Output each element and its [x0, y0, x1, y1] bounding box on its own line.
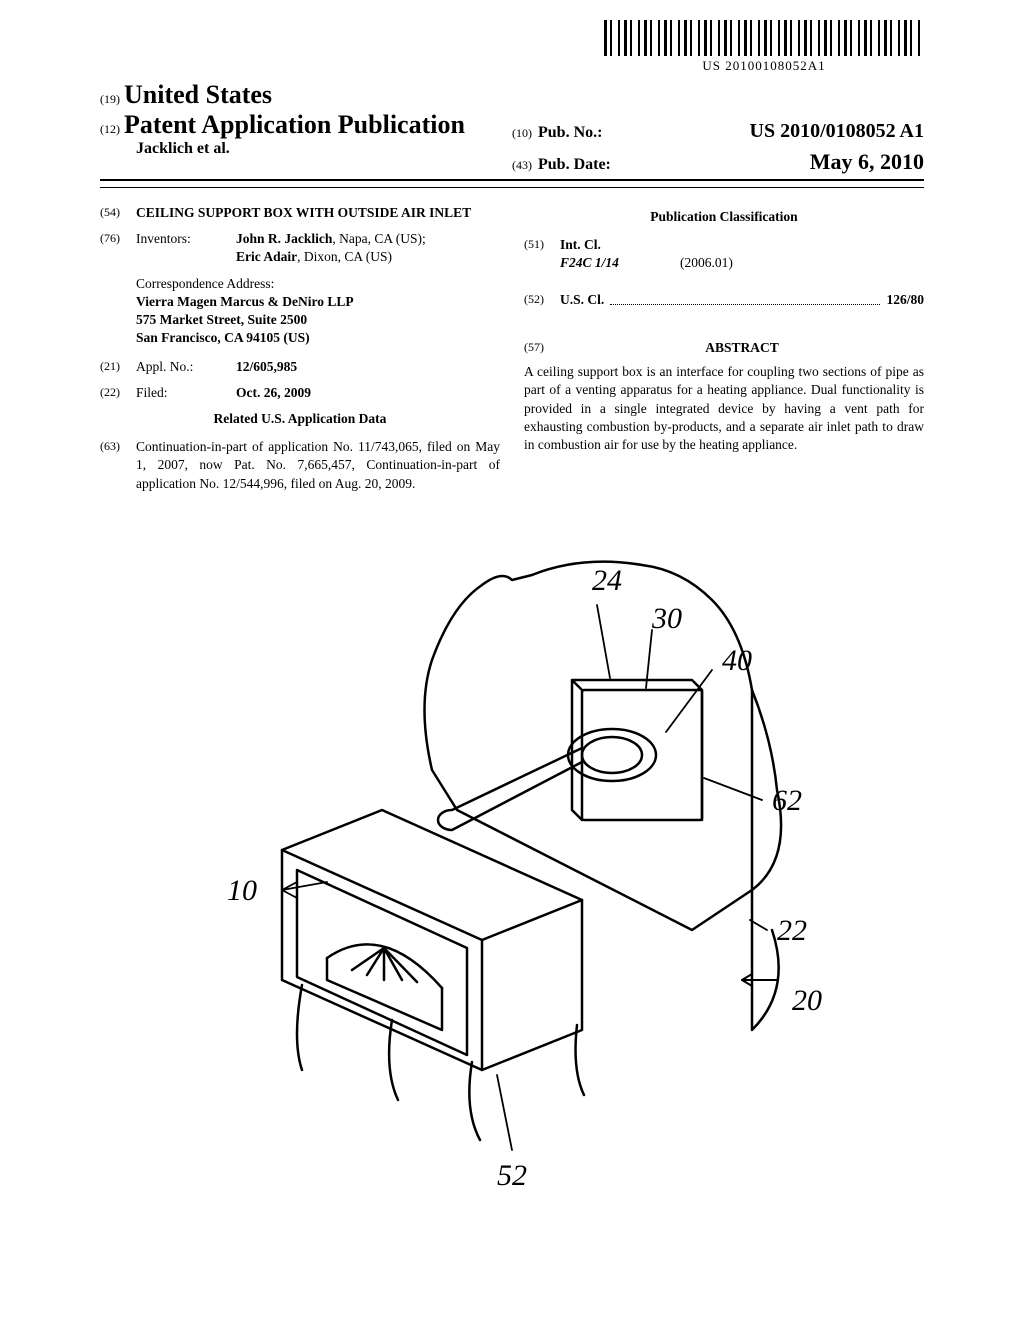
related-heading: Related U.S. Application Data [100, 410, 500, 428]
correspondence-block: Correspondence Address: Vierra Magen Mar… [136, 275, 500, 348]
inventors-value: John R. Jacklich, Napa, CA (US); Eric Ad… [236, 230, 426, 266]
intcl-label: Int. Cl. [560, 236, 924, 254]
corr-line3: San Francisco, CA 94105 (US) [136, 329, 500, 347]
inventors-code: (76) [100, 230, 136, 266]
inventors-label: Inventors: [136, 230, 236, 266]
invention-title: CEILING SUPPORT BOX WITH OUTSIDE AIR INL… [136, 204, 471, 222]
figure-svg: 24 30 40 62 22 20 10 52 [152, 510, 872, 1230]
abstract-text: A ceiling support box is an interface fo… [524, 363, 924, 454]
inventor2-loc: , Dixon, CA (US) [297, 249, 392, 264]
intcl-code: (51) [524, 236, 560, 272]
cont-code: (63) [100, 438, 136, 493]
kind-code: (12) [100, 122, 120, 136]
applno-code: (21) [100, 358, 136, 376]
fig-ref-52: 52 [497, 1159, 527, 1192]
abstract-code: (57) [524, 339, 560, 357]
barcode-text: US 20100108052A1 [604, 58, 924, 74]
barcode-block: US 20100108052A1 [604, 20, 924, 74]
patent-figure: 24 30 40 62 22 20 10 52 [0, 510, 1024, 1290]
fig-ref-24: 24 [592, 564, 622, 597]
intcl-symbol: F24C 1/14 [560, 254, 680, 272]
uscl-label: U.S. Cl. [560, 291, 604, 309]
fig-ref-10: 10 [227, 874, 257, 907]
uscl-value: 126/80 [886, 291, 924, 309]
filed-code: (22) [100, 384, 136, 402]
title-code: (54) [100, 204, 136, 222]
barcode [604, 20, 924, 56]
intcl-date: (2006.01) [680, 254, 733, 272]
pubno-value: US 2010/0108052 A1 [750, 120, 924, 143]
country: United States [124, 80, 272, 109]
applno-label: Appl. No.: [136, 358, 236, 376]
filed-value: Oct. 26, 2009 [236, 384, 311, 402]
fig-ref-30: 30 [651, 602, 682, 635]
inventor2-name: Eric Adair [236, 249, 297, 264]
authors: Jacklich et al. [136, 140, 512, 158]
corr-line1: Vierra Magen Marcus & DeNiro LLP [136, 293, 500, 311]
uscl-dots [610, 292, 880, 305]
pubno-label: Pub. No.: [538, 124, 602, 142]
inventor1-name: John R. Jacklich [236, 231, 332, 246]
body-columns: (54) CEILING SUPPORT BOX WITH OUTSIDE AI… [100, 204, 924, 501]
pubclass-heading: Publication Classification [524, 208, 924, 226]
uscl-code: (52) [524, 291, 560, 309]
corr-label: Correspondence Address: [136, 275, 500, 293]
pubdate-label: Pub. Date: [538, 156, 611, 174]
fig-ref-20: 20 [792, 984, 822, 1017]
abstract-heading: ABSTRACT [560, 339, 924, 357]
filed-label: Filed: [136, 384, 236, 402]
fig-ref-22: 22 [777, 914, 807, 947]
header: (19) United States (12) Patent Applicati… [100, 80, 924, 181]
pubno-code: (10) [512, 126, 532, 141]
applno-value: 12/605,985 [236, 358, 297, 376]
pubdate-code: (43) [512, 158, 532, 173]
cont-text: Continuation-in-part of application No. … [136, 438, 500, 493]
left-column: (54) CEILING SUPPORT BOX WITH OUTSIDE AI… [100, 204, 500, 501]
doc-kind: Patent Application Publication [124, 110, 465, 139]
corr-line2: 575 Market Street, Suite 2500 [136, 311, 500, 329]
fig-ref-62: 62 [772, 784, 802, 817]
fig-ref-40: 40 [722, 644, 752, 677]
inventor1-loc: , Napa, CA (US); [332, 231, 425, 246]
country-code: (19) [100, 92, 120, 106]
pubdate-value: May 6, 2010 [810, 149, 924, 175]
right-column: Publication Classification (51) Int. Cl.… [524, 204, 924, 501]
